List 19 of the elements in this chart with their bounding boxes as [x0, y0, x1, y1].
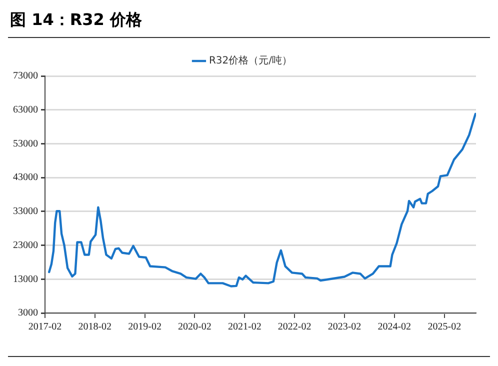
x-tick-label: 2018-02 — [78, 322, 112, 333]
y-tick-label: 53000 — [13, 138, 38, 150]
x-tick-label: 2024-02 — [378, 322, 412, 333]
x-tick-label: 2021-02 — [228, 322, 262, 333]
x-tick-label: 2022-02 — [278, 322, 312, 333]
y-tick-label: 23000 — [13, 240, 38, 251]
y-tick-label: 43000 — [13, 172, 38, 184]
x-tick-label: 2017-02 — [28, 322, 62, 333]
x-tick-label: 2025-02 — [428, 322, 462, 333]
y-tick-label: 3000 — [18, 308, 38, 319]
chart-title: 图 14：R32 价格 — [8, 8, 490, 38]
legend-label: R32价格（元/吨） — [208, 54, 292, 67]
y-tick-label: 63000 — [13, 104, 38, 116]
y-tick-label: 73000 — [13, 70, 38, 82]
y-tick-label: 33000 — [13, 206, 38, 218]
x-tick-label: 2023-02 — [328, 322, 362, 333]
x-tick-label: 2019-02 — [128, 322, 162, 333]
x-tick-label: 2020-02 — [178, 322, 212, 333]
y-tick-label: 13000 — [13, 274, 38, 285]
